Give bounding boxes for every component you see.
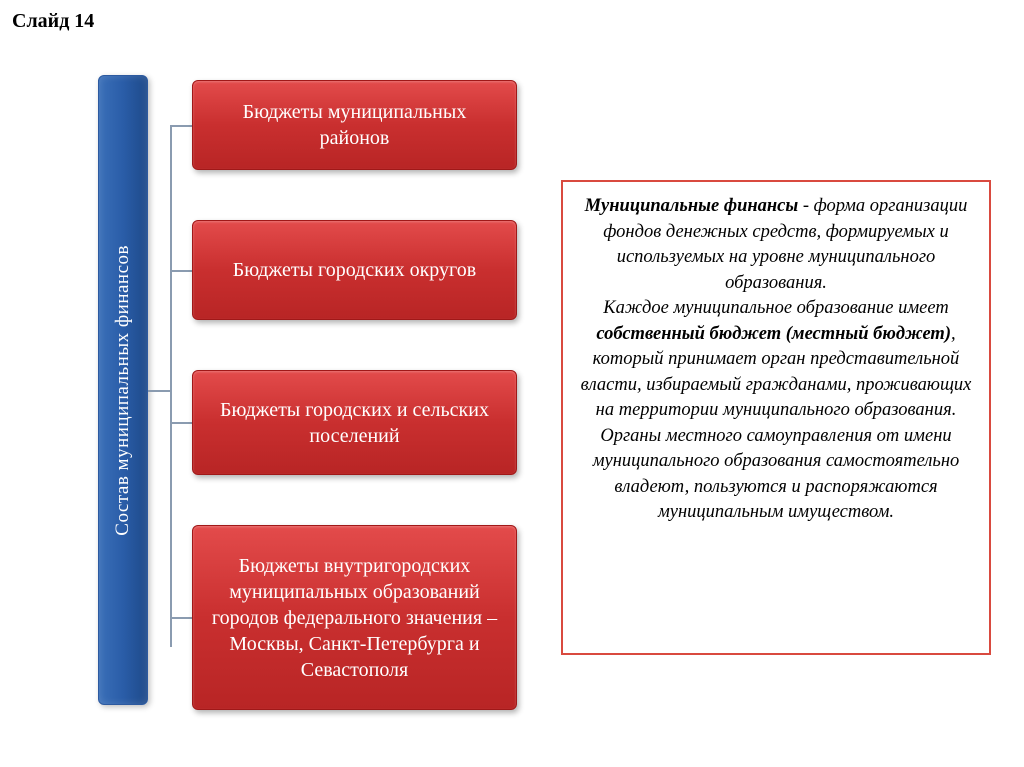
connector-branch: [170, 270, 192, 272]
connector-branch: [170, 422, 192, 424]
definition-text: , который принимает орган представительн…: [581, 324, 972, 523]
diagram-box: Бюджеты городских и сельских поселений: [192, 370, 517, 475]
vertical-category-bar: Состав муниципальных финансов: [98, 75, 148, 705]
diagram-box-label: Бюджеты городских и сельских поселений: [211, 397, 498, 449]
diagram-box: Бюджеты внутригородских муниципальных об…: [192, 525, 517, 710]
diagram-box-label: Бюджеты городских округов: [233, 257, 476, 283]
definition-bold: собственный бюджет (местный бюджет): [596, 324, 951, 344]
definition-panel: Муниципальные финансы - форма организаци…: [561, 180, 991, 655]
diagram-box: Бюджеты муниципальных районов: [192, 80, 517, 170]
connector-branch: [170, 125, 192, 127]
slide-title: Слайд 14: [12, 10, 94, 33]
connector-root: [148, 390, 172, 392]
connector-vertical: [170, 125, 172, 647]
definition-lead: Муниципальные финансы: [585, 196, 799, 216]
diagram-box-label: Бюджеты внутригородских муниципальных об…: [211, 553, 498, 683]
connector-branch: [170, 617, 192, 619]
diagram-box: Бюджеты городских округов: [192, 220, 517, 320]
definition-text: Каждое муниципальное образование имеет: [603, 298, 948, 318]
vertical-bar-label: Состав муниципальных финансов: [112, 245, 134, 536]
diagram-box-label: Бюджеты муниципальных районов: [211, 99, 498, 151]
